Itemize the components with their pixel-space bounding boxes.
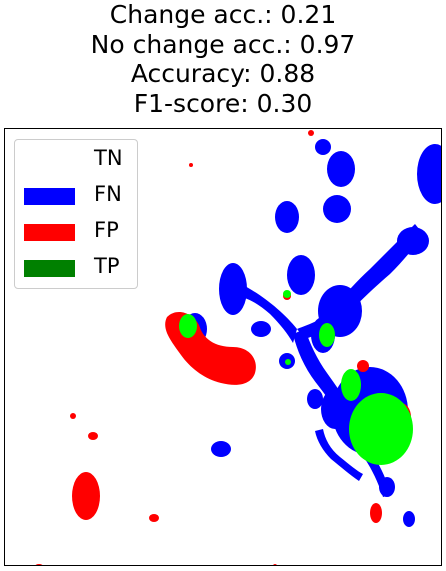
false-negative-regions: [183, 139, 441, 527]
fn-blob-left-c: [275, 201, 299, 233]
tp-blob-small-b: [285, 359, 291, 365]
legend-swatch-tp: [24, 260, 75, 277]
legend-swatch-fn: [24, 188, 75, 205]
fn-blob-mid-left: [219, 263, 247, 315]
fp-blob-left-small: [88, 432, 98, 440]
legend: TN FN FP TP: [14, 139, 138, 289]
fp-blob-top-left: [189, 163, 193, 167]
fn-blob-bottom-b: [379, 477, 395, 497]
change-map: [4, 128, 442, 566]
fn-blob-right-mid: [397, 227, 429, 255]
fn-blob-right-low-b: [321, 389, 349, 429]
fn-blob-right-top: [417, 144, 441, 204]
legend-item-fp: FP: [24, 218, 134, 242]
fn-blob-upper-c: [323, 195, 351, 223]
figure-title: Change acc.: 0.21 No change acc.: 0.97 A…: [0, 0, 446, 118]
fn-blob-center: [287, 255, 315, 295]
legend-item-tn: TN: [24, 146, 134, 170]
title-f1-score: F1-score: 0.30: [133, 88, 313, 118]
legend-item-tp: TP: [24, 254, 134, 278]
fp-blob-right-mid: [357, 360, 369, 372]
fp-blob-bottom-edge: [35, 564, 43, 565]
fp-blob-left-dot: [70, 413, 76, 419]
legend-label-fn: FN: [94, 182, 122, 206]
fp-blob-top: [308, 130, 314, 136]
legend-swatch-fp: [24, 224, 75, 241]
fn-blob-small-mid: [251, 321, 271, 337]
fn-blob-bottom: [211, 441, 231, 457]
fp-blob-main: [165, 311, 256, 385]
true-positive-regions: [179, 290, 413, 465]
legend-label-tp: TP: [94, 254, 120, 278]
fp-blob-bottom-center: [273, 564, 277, 565]
change-map-canvas: [35, 130, 441, 565]
fp-blob-left-bottom: [72, 472, 100, 520]
fn-blob-upper-b: [315, 139, 331, 155]
fn-blob-bottom-c: [403, 511, 415, 527]
tp-blob-small: [283, 290, 291, 298]
fp-blob-bottom-dot: [149, 514, 159, 522]
title-change-accuracy: Change acc.: 0.21: [109, 0, 337, 29]
legend-item-fn: FN: [24, 182, 134, 206]
legend-label-tn: TN: [94, 146, 123, 170]
tp-blob-right: [349, 393, 413, 465]
title-no-change-accuracy: No change acc.: 0.97: [90, 29, 356, 59]
fn-blob-upper: [327, 151, 355, 187]
legend-swatch-tn: [24, 152, 75, 169]
tp-blob-right-upper: [341, 369, 361, 401]
fp-blob-right-bottom: [370, 503, 382, 523]
tp-blob-center: [319, 323, 335, 347]
legend-label-fp: FP: [94, 218, 119, 242]
fn-stream-main: [297, 224, 423, 339]
fn-blob-right-low-c: [307, 389, 323, 409]
fn-tail-left: [315, 429, 363, 481]
tp-blob-left: [179, 314, 197, 338]
title-accuracy: Accuracy: 0.88: [130, 59, 316, 88]
